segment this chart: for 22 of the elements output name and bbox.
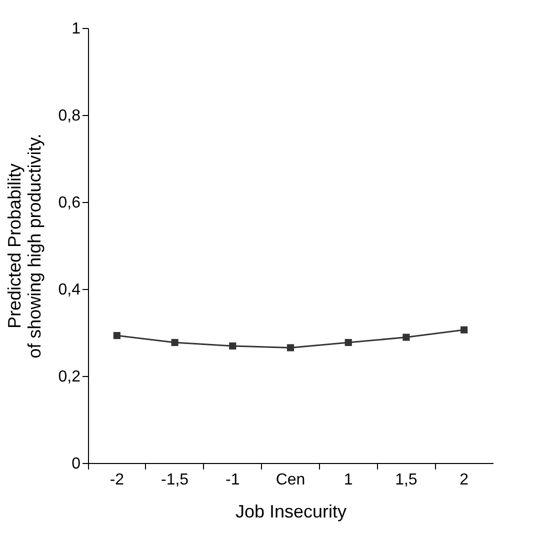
point	[286, 344, 294, 352]
x-tick-label: -1	[226, 472, 240, 488]
x-tick-label: -1,5	[160, 472, 189, 488]
point	[113, 332, 120, 340]
x-tick-label: 2	[460, 472, 469, 488]
y-tick-label: 0,6	[58, 194, 81, 212]
point	[402, 334, 410, 341]
point	[171, 338, 178, 346]
y-tick-label: 0,2	[58, 368, 81, 386]
point	[229, 342, 236, 350]
x-axis-title: Job Insecurity	[235, 502, 347, 522]
y-tick-label: 0,8	[58, 108, 81, 124]
x-tick-label: -2	[110, 472, 124, 488]
y-axis-title: Predicted Probability of showing high productivity.	[4, 134, 44, 358]
x-tick-label: Cen	[276, 472, 306, 488]
point	[344, 338, 352, 346]
x-tick-label: 1	[344, 472, 353, 488]
point	[460, 326, 468, 334]
y-tick-label: 0,4	[58, 282, 81, 298]
y-tick-label: 0	[72, 456, 81, 472]
y-tick-label: 1	[72, 20, 81, 38]
x-tick-label: 1,5	[395, 472, 418, 488]
